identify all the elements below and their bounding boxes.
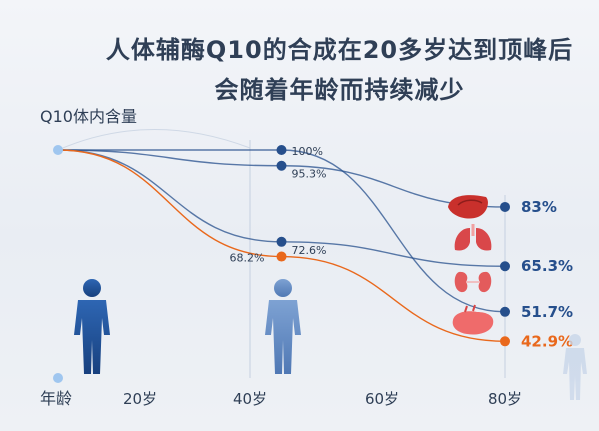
data-label-s4-1: 68.2% bbox=[230, 252, 265, 265]
data-point-s1-2 bbox=[500, 201, 510, 212]
data-label-s1-2: 83% bbox=[521, 198, 557, 216]
data-point-s3-2 bbox=[500, 306, 510, 317]
series-line-3 bbox=[57, 149, 506, 313]
chart-title-line2: 会随着年龄而持续减少 bbox=[214, 76, 465, 104]
start-point bbox=[53, 145, 63, 155]
data-point-s2-1 bbox=[276, 236, 287, 247]
series-line-1 bbox=[57, 149, 506, 208]
y-axis-label: Q10体内含量 bbox=[40, 107, 137, 126]
data-label-s1-1: 95.3% bbox=[292, 168, 327, 181]
data-point-s2-2 bbox=[500, 261, 510, 272]
x-tick-label-40: 40岁 bbox=[233, 390, 267, 408]
series-layer: 95.3% 83% 72.6% 65.3% 100% 51.7% 68.2% 42.9% bbox=[57, 145, 573, 350]
kidney-icon bbox=[454, 271, 492, 293]
x-tick-label-20: 20岁 bbox=[123, 390, 157, 408]
x-axis-origin-dot bbox=[53, 373, 63, 383]
liver-icon bbox=[448, 195, 488, 219]
x-axis-label: 年龄 bbox=[40, 389, 72, 408]
lung-icon bbox=[454, 224, 492, 251]
middle-age-figure-icon bbox=[265, 279, 301, 374]
data-point-s3-1 bbox=[276, 145, 287, 155]
data-point-s4-2 bbox=[500, 336, 510, 347]
chart-title-line1: 人体辅酶Q10的合成在20多岁达到顶峰后 bbox=[105, 36, 574, 64]
data-label-s3-1: 100% bbox=[292, 145, 323, 158]
data-point-s4-1 bbox=[276, 251, 287, 262]
x-tick-label-80: 80岁 bbox=[488, 390, 522, 408]
data-label-s3-2: 51.7% bbox=[521, 303, 573, 321]
x-tick-label-60: 60岁 bbox=[365, 390, 399, 408]
adult-figure-icon bbox=[74, 279, 110, 374]
data-point-s1-1 bbox=[276, 160, 287, 171]
heart-icon bbox=[452, 304, 494, 335]
data-label-s2-2: 65.3% bbox=[521, 257, 573, 275]
decorative-arc bbox=[57, 129, 251, 151]
elderly-figure-icon bbox=[563, 334, 587, 400]
x-tick-labels: 20岁 40岁 60岁 80岁 bbox=[123, 390, 522, 408]
data-label-s4-2: 42.9% bbox=[521, 332, 573, 350]
data-label-s2-1: 72.6% bbox=[292, 244, 327, 257]
